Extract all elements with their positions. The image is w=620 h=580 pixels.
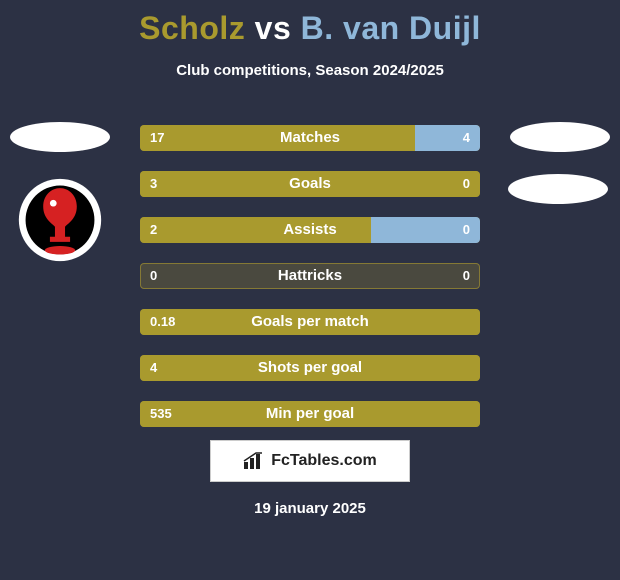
bar-row: 30Goals	[140, 171, 480, 197]
title-player-b: B. van Duijl	[301, 10, 481, 46]
bar-row: 174Matches	[140, 125, 480, 151]
bar-segment-b	[371, 217, 480, 243]
bar-segment-a	[140, 309, 480, 335]
bar-segment-b	[415, 125, 480, 151]
player-b-logo-placeholder	[510, 122, 610, 152]
title: Scholz vs B. van Duijl	[0, 10, 620, 47]
player-a-logo-placeholder	[10, 122, 110, 152]
bar-row: 535Min per goal	[140, 401, 480, 427]
watermark: FcTables.com	[210, 440, 410, 482]
club-b-logo-placeholder	[508, 174, 608, 204]
bar-segment-a	[140, 125, 415, 151]
infographic-canvas: Scholz vs B. van Duijl Club competitions…	[0, 0, 620, 580]
date-text: 19 january 2025	[0, 500, 620, 517]
bar-row: 0.18Goals per match	[140, 309, 480, 335]
watermark-text: FcTables.com	[271, 452, 377, 470]
club-a-badge	[18, 178, 102, 262]
comparison-bars: 174Matches 30Goals 20Assists 0 0Hattricks 0.1…	[140, 125, 480, 447]
title-player-a: Scholz	[139, 10, 245, 46]
bar-row: 4Shots per goal	[140, 355, 480, 381]
subtitle: Club competitions, Season 2024/2025	[0, 62, 620, 79]
bar-label: Hattricks	[140, 263, 480, 289]
title-vs: vs	[255, 10, 292, 46]
bar-segment-a	[140, 355, 480, 381]
bar-value-b: 0	[463, 263, 470, 289]
bar-value-a: 0	[150, 263, 157, 289]
bar-row: 0 0Hattricks	[140, 263, 480, 289]
bar-segment-a	[140, 217, 371, 243]
bar-segment-a	[140, 171, 480, 197]
bar-row: 20Assists	[140, 217, 480, 243]
bar-chart-icon	[243, 452, 265, 470]
bar-segment-a	[140, 401, 480, 427]
